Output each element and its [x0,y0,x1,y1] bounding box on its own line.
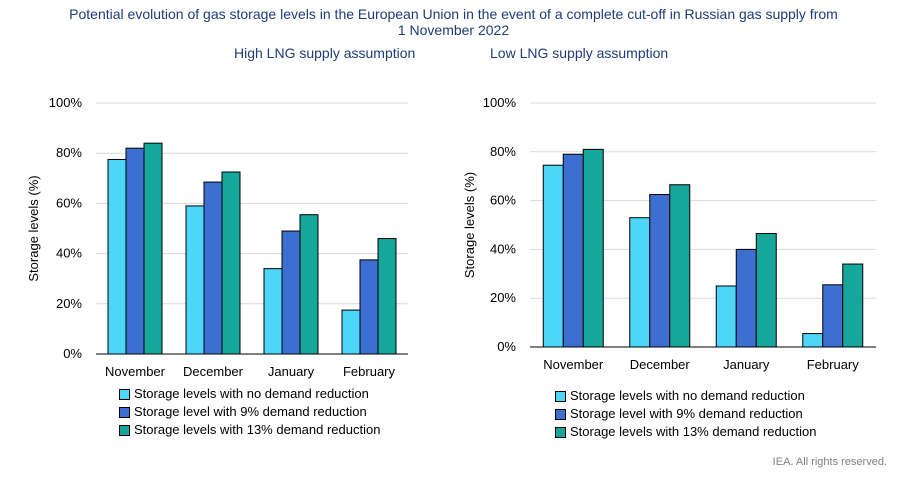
bar [649,194,671,348]
legend-swatch-9-reduction [119,406,130,418]
x-tick-label: November [543,357,604,372]
legend-swatch-9-reduction [555,408,566,420]
bar [715,285,737,348]
bar [562,153,584,348]
legend-label: Storage level with 9% demand reduction [570,406,803,421]
bar [582,148,604,348]
legend-item: Storage levels with 13% demand reduction [119,421,380,439]
x-tick-label: February [343,364,396,379]
legend-low-lng: Storage levels with no demand reduction … [555,387,816,441]
bar [669,184,691,348]
y-axis-label: Storage levels (%) [26,175,41,281]
legend-item: Storage level with 9% demand reduction [119,403,380,421]
y-tick-label: 40% [490,241,516,256]
x-tick-label: December [630,357,691,372]
bar [629,217,651,348]
legend-label: Storage levels with 13% demand reduction [134,422,381,437]
credit-note: IEA. All rights reserved. [772,456,887,468]
legend-label: Storage levels with 13% demand reduction [570,424,817,439]
bar [822,284,844,348]
y-tick-label: 60% [490,193,516,208]
right-panel-title: Low LNG supply assumption [490,45,669,61]
bar [377,238,397,355]
figure-title-line-1: Potential evolution of gas storage level… [69,6,838,22]
y-tick-label: 0% [63,346,82,361]
left-panel-title: High LNG supply assumption [234,45,416,61]
bar [542,164,564,348]
x-tick-label: December [183,364,244,379]
bar [842,263,864,348]
legend-item: Storage levels with no demand reduction [119,385,380,403]
legend-label: Storage level with 9% demand reduction [134,404,367,419]
bar [755,233,777,348]
x-tick-label: January [723,357,770,372]
bar [299,214,319,355]
legend-high-lng: Storage levels with no demand reduction … [119,385,380,439]
figure-title: Potential evolution of gas storage level… [0,6,907,38]
bar [802,333,824,348]
bar [735,248,757,348]
legend-item: Storage levels with no demand reduction [555,387,816,405]
x-tick-label: January [268,364,315,379]
legend-label: Storage levels with no demand reduction [134,386,369,401]
bar [221,171,241,355]
legend-swatch-no-reduction [119,388,130,400]
y-tick-label: 100% [483,95,517,110]
legend-item: Storage level with 9% demand reduction [555,405,816,423]
y-tick-label: 80% [56,145,82,160]
y-tick-label: 100% [49,95,83,110]
bar [143,142,163,355]
y-tick-label: 40% [56,246,82,261]
y-tick-label: 0% [497,339,516,354]
figure-title-line-2: 1 November 2022 [397,22,510,38]
legend-swatch-no-reduction [555,390,566,402]
x-tick-label: February [807,357,860,372]
y-tick-label: 20% [56,296,82,311]
x-tick-label: November [105,364,166,379]
legend-swatch-13-reduction [119,424,130,436]
y-axis-label: Storage levels (%) [462,172,477,278]
y-tick-label: 20% [490,290,516,305]
legend-swatch-13-reduction [555,426,566,438]
legend-item: Storage levels with 13% demand reduction [555,423,816,441]
legend-label: Storage levels with no demand reduction [570,388,805,403]
y-tick-label: 60% [56,195,82,210]
y-tick-label: 80% [490,144,516,159]
